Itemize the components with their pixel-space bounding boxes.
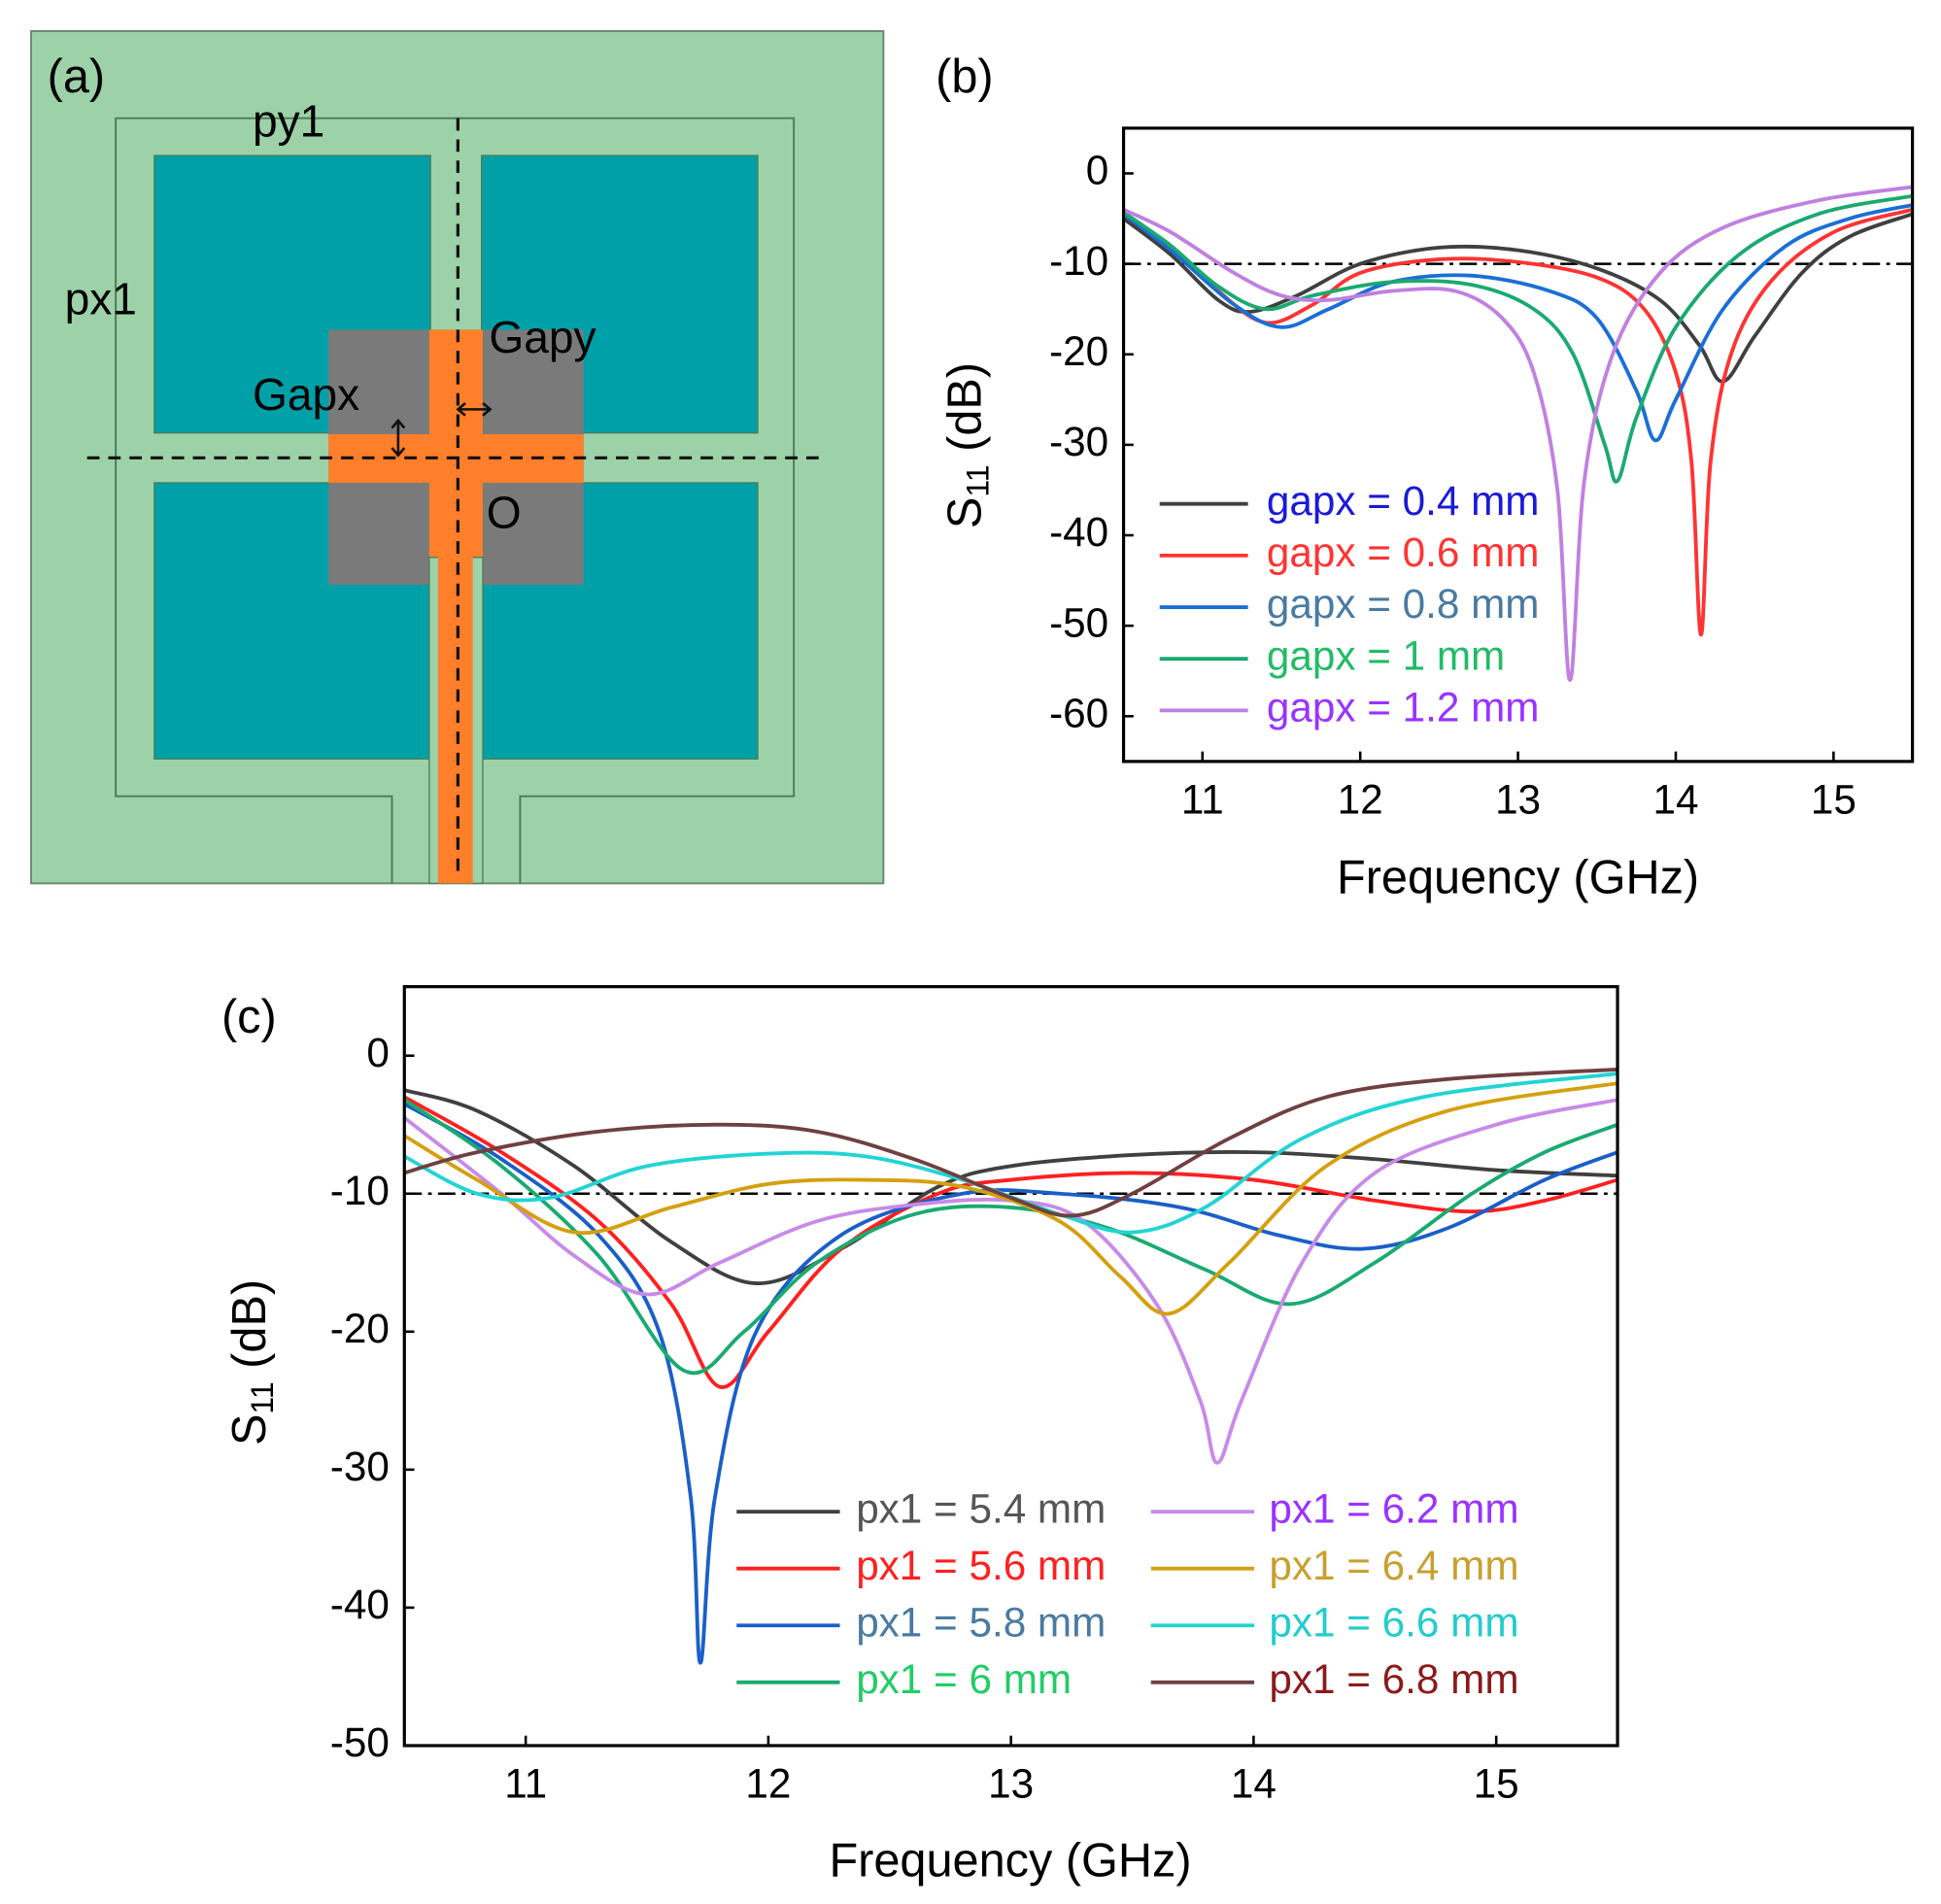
y-tick-label: 0 bbox=[1086, 148, 1109, 193]
legend-label: gapx = 1.2 mm bbox=[1267, 684, 1540, 730]
x-axis-label: Frequency (GHz) bbox=[1337, 852, 1699, 904]
x-tick-label: 11 bbox=[504, 1760, 547, 1806]
x-tick-label: 12 bbox=[1338, 776, 1383, 822]
y-tick-label: -20 bbox=[1049, 328, 1108, 374]
x-tick-label: 15 bbox=[1474, 1760, 1519, 1806]
legend-label: gapx = 0.8 mm bbox=[1267, 581, 1540, 627]
series-line bbox=[1123, 212, 1913, 384]
y-tick-label: -10 bbox=[330, 1168, 390, 1213]
legend-label: px1 = 6.6 mm bbox=[1269, 1599, 1518, 1645]
x-tick-label: 14 bbox=[1231, 1760, 1277, 1806]
legend-label: px1 = 5.6 mm bbox=[856, 1543, 1106, 1588]
x-tick-label: 15 bbox=[1811, 776, 1856, 822]
patch bbox=[481, 482, 759, 760]
slot-outline bbox=[115, 117, 796, 884]
legend-label: px1 = 6 mm bbox=[856, 1656, 1072, 1702]
y-axis-label: S11 (dB) bbox=[223, 1279, 280, 1445]
series-line bbox=[404, 1088, 1618, 1286]
antenna-diagram: (a) py1 px1 Gapx Gapy O bbox=[30, 30, 885, 885]
series-line bbox=[404, 1102, 1618, 1665]
y-axis-label-part: (dB) bbox=[223, 1279, 276, 1381]
y-axis-label-part: 11 bbox=[245, 1381, 280, 1413]
legend-label: gapx = 0.4 mm bbox=[1267, 478, 1540, 524]
figure-content: (a) py1 px1 Gapx Gapy O 11 12 13 14 15 0 -10 -2… bbox=[30, 30, 1915, 1887]
series-group bbox=[404, 1067, 1618, 1665]
gap-arrow bbox=[456, 401, 493, 417]
y-axis-label-part: S bbox=[223, 1414, 276, 1445]
series-line bbox=[404, 1081, 1618, 1316]
chart: 11 12 13 14 15 0 -10 -20 -30 -40 -50 -60 gapx = 0.4 … bbox=[936, 51, 1915, 904]
x-tick-label: 13 bbox=[1495, 776, 1541, 822]
y-tick-label: -60 bbox=[1049, 690, 1108, 735]
panel-label: (c) bbox=[221, 991, 277, 1043]
legend-label: px1 = 6.2 mm bbox=[1269, 1485, 1518, 1531]
diagram-label: O bbox=[487, 488, 522, 538]
y-axis-label-part: 11 bbox=[961, 464, 996, 496]
series-line bbox=[404, 1067, 1618, 1218]
x-axis-label: Frequency (GHz) bbox=[829, 1834, 1191, 1887]
y-tick-label: -40 bbox=[1049, 509, 1108, 555]
gap-arrow bbox=[391, 418, 406, 458]
series-line bbox=[1123, 207, 1913, 637]
legend-label: px1 = 5.4 mm bbox=[856, 1485, 1106, 1531]
legend-label: px1 = 6.4 mm bbox=[1269, 1543, 1518, 1588]
series-line bbox=[404, 1098, 1618, 1465]
diagram-label: Gapx bbox=[253, 369, 359, 420]
y-tick-label: -50 bbox=[1049, 599, 1108, 645]
diagram-label: py1 bbox=[253, 95, 324, 146]
patch bbox=[481, 154, 759, 434]
legend-label: gapx = 1 mm bbox=[1267, 632, 1505, 678]
chart: 11 12 13 14 15 0 -10 -20 -30 -40 -50 px1 = 5.4 mm px… bbox=[221, 985, 1619, 1887]
y-tick-label: -20 bbox=[330, 1306, 390, 1351]
x-tick-label: 12 bbox=[745, 1760, 791, 1806]
series-line bbox=[1123, 193, 1913, 484]
series-line bbox=[404, 1098, 1618, 1376]
y-tick-label: -50 bbox=[330, 1719, 390, 1765]
series-line bbox=[404, 1095, 1618, 1389]
y-tick-label: -30 bbox=[330, 1444, 390, 1489]
x-tick-label: 11 bbox=[1181, 776, 1224, 822]
diagram-label: px1 bbox=[65, 273, 137, 323]
x-tick-label: 14 bbox=[1652, 776, 1698, 822]
panel-label: (a) bbox=[48, 51, 105, 103]
plot-frame bbox=[1121, 126, 1915, 764]
y-axis-label: S11 (dB) bbox=[938, 362, 995, 528]
x-tick-label: 13 bbox=[988, 1760, 1034, 1806]
y-tick-label: -30 bbox=[1049, 419, 1108, 464]
y-axis-label-part: (dB) bbox=[938, 362, 991, 464]
legend-label: px1 = 6.8 mm bbox=[1269, 1656, 1518, 1702]
legend-label: gapx = 0.6 mm bbox=[1267, 529, 1540, 575]
series-line bbox=[1123, 185, 1913, 682]
y-axis-label-part: S bbox=[938, 497, 991, 528]
diagram-label: Gapy bbox=[489, 312, 596, 362]
panel-label: (b) bbox=[936, 51, 993, 103]
y-tick-label: -10 bbox=[1049, 238, 1108, 284]
plot-frame bbox=[402, 985, 1619, 1748]
feed-line bbox=[437, 547, 473, 884]
y-tick-label: -40 bbox=[330, 1581, 390, 1627]
series-group bbox=[1123, 185, 1913, 682]
series-line bbox=[1123, 203, 1913, 443]
legend-label: px1 = 5.8 mm bbox=[856, 1599, 1106, 1645]
y-tick-label: 0 bbox=[366, 1030, 389, 1075]
